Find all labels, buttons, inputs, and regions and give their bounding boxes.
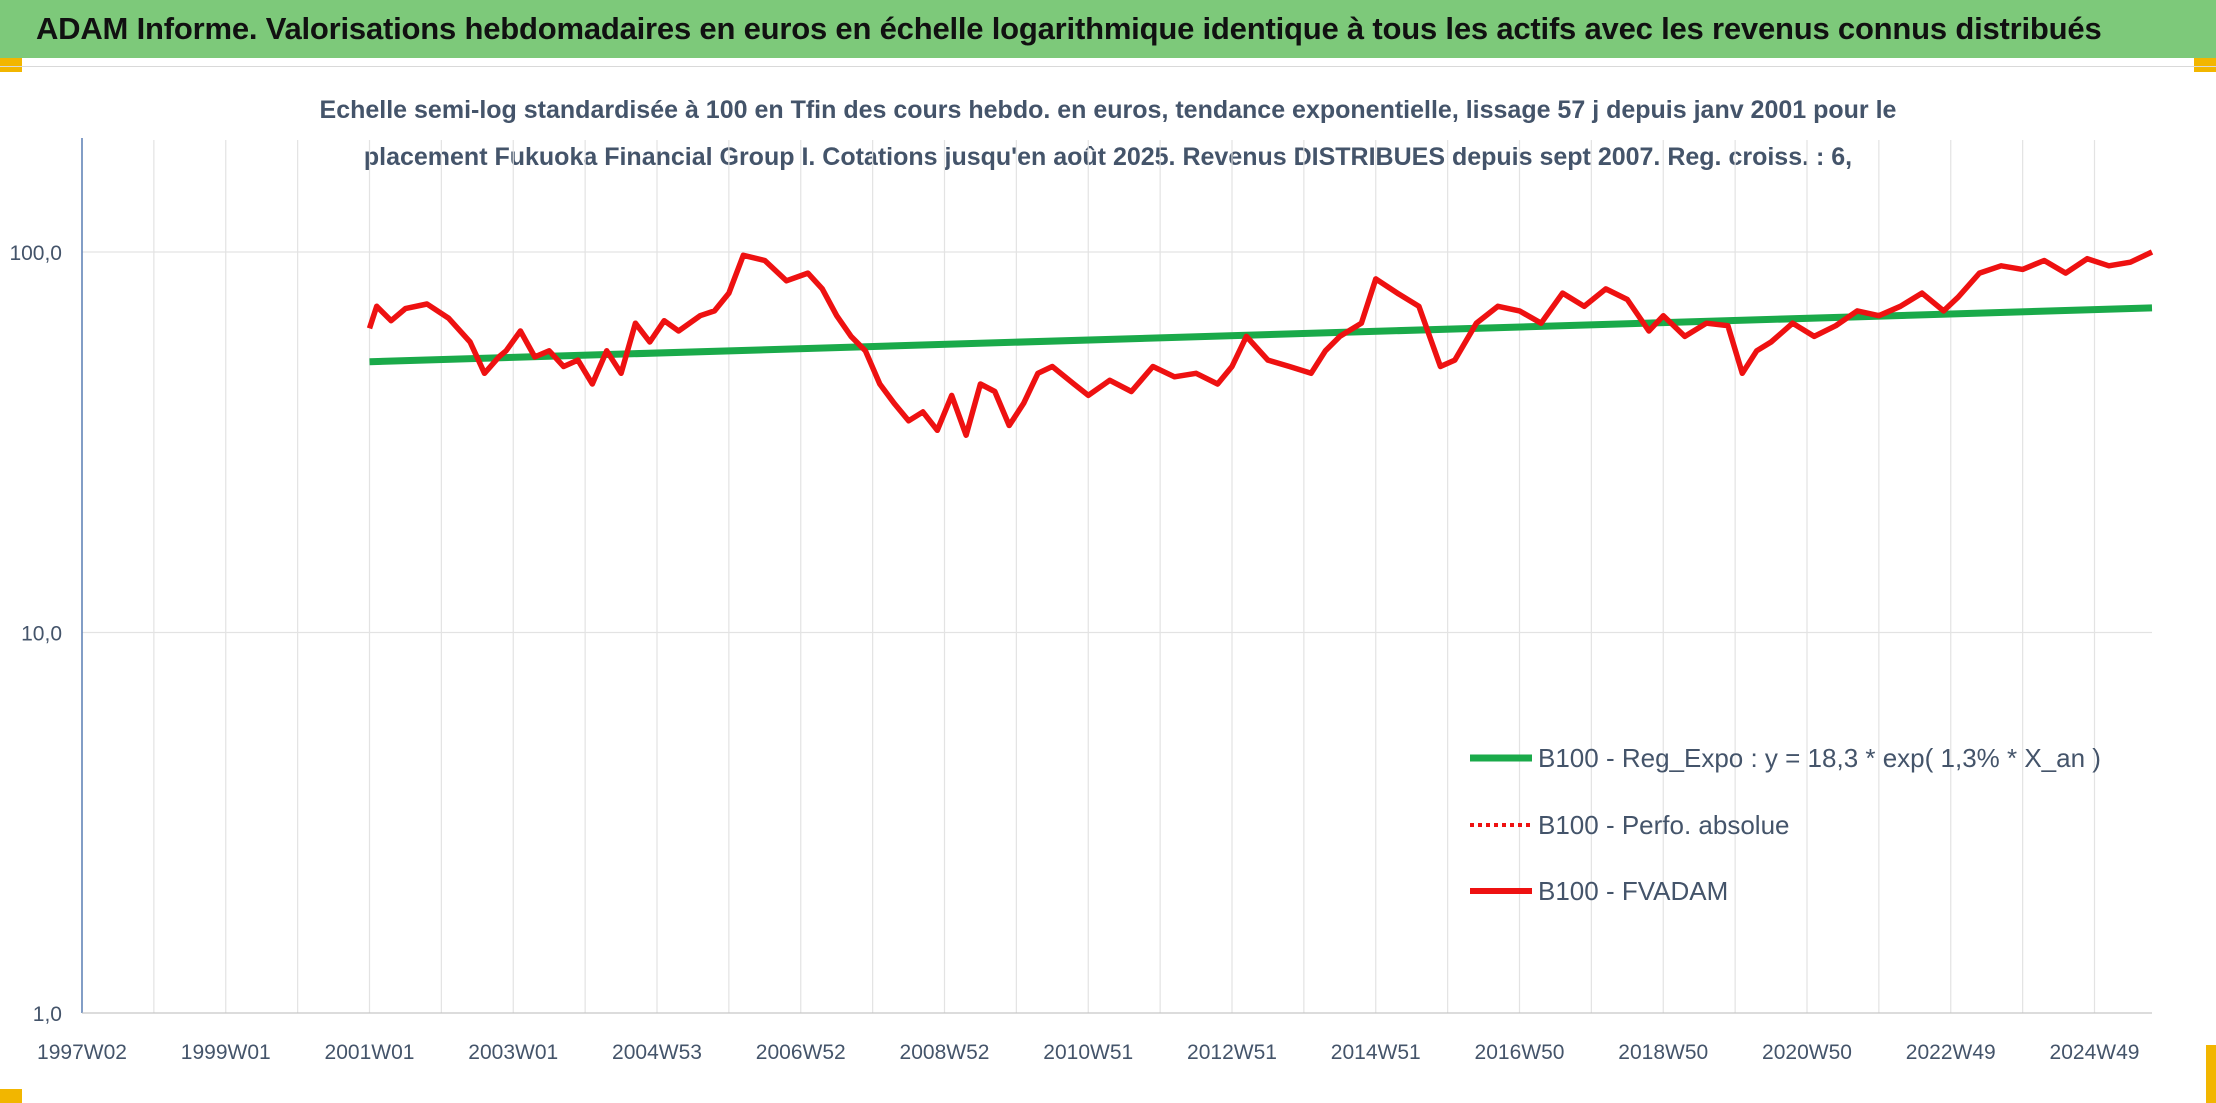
x-tick-label: 1997W02 xyxy=(37,1041,127,1064)
x-tick-label: 2014W51 xyxy=(1331,1041,1421,1064)
x-tick-label: 1999W01 xyxy=(181,1041,271,1064)
chart-title-line-2: placement Fukuoka Financial Group I. Cot… xyxy=(363,143,1853,171)
y-tick-label: 100,0 xyxy=(9,242,62,265)
x-tick-label: 2018W50 xyxy=(1618,1041,1708,1064)
x-tick-label: 2024W49 xyxy=(2050,1041,2140,1064)
x-tick-label: 2004W53 xyxy=(612,1041,702,1064)
x-tick-label: 2020W50 xyxy=(1762,1041,1852,1064)
x-tick-label: 2001W01 xyxy=(325,1041,415,1064)
x-tick-label: 2016W50 xyxy=(1475,1041,1565,1064)
series-fvadam-line xyxy=(366,249,2154,438)
report-header: ADAM Informe. Valorisations hebdomadaire… xyxy=(0,0,2216,58)
corner-marker-top-left xyxy=(0,58,22,72)
x-tick-label: 2003W01 xyxy=(468,1041,558,1064)
y-tick-label: 10,0 xyxy=(21,623,62,646)
x-tick-label: 2008W52 xyxy=(900,1041,990,1064)
x-tick-label: 2006W52 xyxy=(756,1041,846,1064)
legend-label: B100 - Perfo. absolue xyxy=(1538,810,1790,840)
series-trend-line xyxy=(369,304,2153,366)
legend-label: B100 - FVADAM xyxy=(1538,876,1728,906)
x-tick-label: 2012W51 xyxy=(1187,1041,1277,1064)
report-title: ADAM Informe. Valorisations hebdomadaire… xyxy=(36,11,2102,46)
x-tick-label: 2022W49 xyxy=(1906,1041,1996,1064)
chart-title-line-1: Echelle semi-log standardisée à 100 en T… xyxy=(319,96,1897,124)
legend-label: B100 - Reg_Expo : y = 18,3 * exp( 1,3% *… xyxy=(1538,743,2101,773)
corner-marker-bottom-right xyxy=(2206,1045,2216,1103)
corner-marker-top-right xyxy=(2194,58,2216,72)
x-tick-label: 2010W51 xyxy=(1043,1041,1133,1064)
y-tick-label: 1,0 xyxy=(33,1003,62,1026)
corner-marker-bottom-left xyxy=(0,1089,22,1103)
chart-area xyxy=(0,66,2216,1103)
